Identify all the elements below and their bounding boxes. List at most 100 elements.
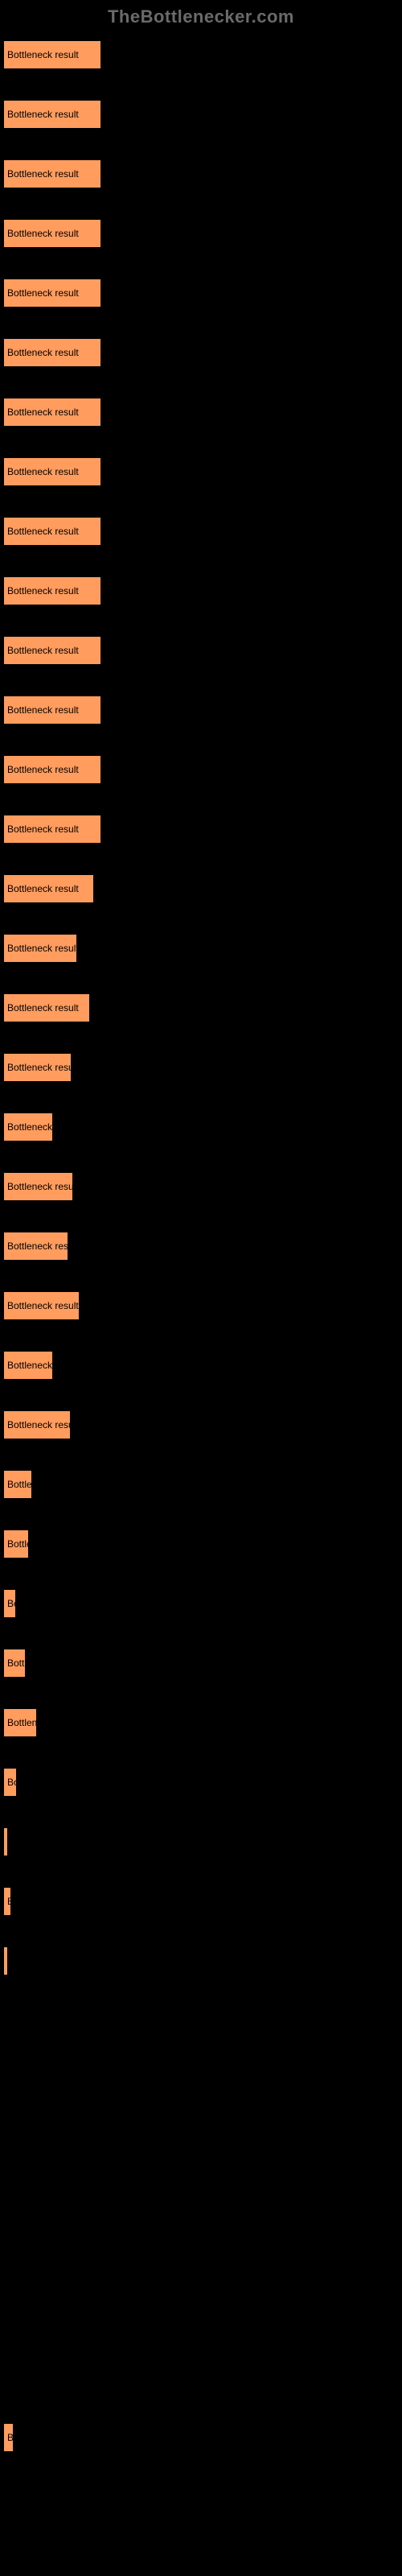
bar (3, 2304, 4, 2333)
bar-row: Bottleneck result (3, 219, 402, 248)
bar: Bottleneck result (3, 1351, 53, 1380)
bar: Bottleneck result (3, 1589, 16, 1618)
bar: Bottleneck result (3, 815, 101, 844)
bar: Bottleneck result (3, 219, 101, 248)
bar-row: Bottleneck result (3, 696, 402, 724)
bar (3, 2066, 4, 2095)
bar-row (3, 2006, 402, 2035)
bar-label: Bottleneck result (7, 585, 79, 597)
bar-row: Bottleneck result (3, 874, 402, 903)
bar-row: Bottleneck result (3, 934, 402, 963)
bar-row: Bottleneck result (3, 1887, 402, 1916)
bar-row: Bottleneck result (3, 1530, 402, 1558)
bar-row: Bottleneck result (3, 40, 402, 69)
bar: Bottleneck result (3, 1113, 53, 1141)
bar: Bottleneck result (3, 934, 77, 963)
bar-label: Bottleneck result (7, 1896, 11, 1907)
bar-label: Bottleneck result (7, 168, 79, 180)
bar: Bottleneck result (3, 636, 101, 665)
bar-label: Bottleneck result (7, 1657, 26, 1669)
bar-row: Bottleneck result (3, 1291, 402, 1320)
bar-row: Bottleneck result (3, 755, 402, 784)
bar (3, 2125, 4, 2154)
bar (3, 2185, 4, 2214)
bar (3, 2006, 4, 2035)
bar-label: Bottleneck result (7, 1836, 8, 1847)
bar-label: Bottleneck result (7, 347, 79, 358)
bar: Bottleneck result (3, 1053, 72, 1082)
bar (3, 2244, 4, 2273)
bar-row: Bottleneck result (3, 1649, 402, 1678)
bar: Bottleneck result (3, 1649, 26, 1678)
bar: Bottleneck result (3, 279, 101, 308)
bar: Bottleneck result (3, 576, 101, 605)
bar-label: Bottleneck result (7, 883, 79, 894)
bar-label: Bottleneck result (7, 1300, 79, 1311)
bar-row: Bottleneck result (3, 1053, 402, 1082)
bar: Bottleneck result (3, 1827, 8, 1856)
bar: Bottleneck result (3, 398, 101, 427)
bar-label: Bottleneck result (7, 1121, 53, 1133)
bar: Bottleneck result (3, 517, 101, 546)
bar-row (3, 2185, 402, 2214)
bar-row: Bottleneck result (3, 159, 402, 188)
bar-label: Bottleneck result (7, 49, 79, 60)
bar: Bottleneck result (3, 159, 101, 188)
bar-label: Bottleneck result (7, 943, 77, 954)
bar-row (3, 2304, 402, 2333)
bar: Bottleneck result (3, 338, 101, 367)
bar-label: Bottleneck result (7, 1598, 16, 1609)
bar-row: Bottleneck result (3, 636, 402, 665)
bar-label: Bottleneck result (7, 1062, 72, 1073)
bar: Bottleneck result (3, 40, 101, 69)
bar-label: Bottleneck result (7, 1419, 71, 1430)
bar-row: Bottleneck result (3, 993, 402, 1022)
bar: Bottleneck result (3, 1410, 71, 1439)
bar: Bottleneck result (3, 457, 101, 486)
bar-label: Bottleneck result (7, 1777, 17, 1788)
bar-label: Bottleneck result (7, 1241, 68, 1252)
bar-label: Bottleneck result (7, 526, 79, 537)
bar-row: Bottleneck result (3, 815, 402, 844)
bar: Bottleneck result (3, 1291, 80, 1320)
bar-label: Bottleneck result (7, 407, 79, 418)
site-logo: TheBottlenecker.com (0, 6, 402, 27)
bar-row: Bottleneck result (3, 1470, 402, 1499)
bar-row: Bottleneck result (3, 100, 402, 129)
bar-label: Bottleneck result (7, 1002, 79, 1013)
bar-label: Bottleneck result (7, 2432, 14, 2443)
bar-row: Bottleneck result (3, 1351, 402, 1380)
bar-label: Bottleneck result (7, 466, 79, 477)
bar-row: Bottleneck result (3, 517, 402, 546)
bar-row (3, 2363, 402, 2392)
bar-row: Bottleneck result (3, 1172, 402, 1201)
bar-label: Bottleneck result (7, 1181, 73, 1192)
bar-label: Bottleneck result (7, 645, 79, 656)
bar-row: Bottleneck result (3, 338, 402, 367)
bar-row: Bottleneck result (3, 1768, 402, 1797)
bar-row: Bottleneck result (3, 1827, 402, 1856)
bar-row: Bottleneck result (3, 398, 402, 427)
bar: Bottleneck result (3, 696, 101, 724)
bar-label: Bottleneck result (7, 1479, 32, 1490)
bar-label: Bottleneck result (7, 1538, 29, 1550)
bar-label: Bottleneck result (7, 824, 79, 835)
bar: Bottleneck result (3, 1768, 17, 1797)
bar: Bottleneck result (3, 100, 101, 129)
bar-label: Bottleneck result (7, 1717, 37, 1728)
bar-row: Bottleneck result (3, 1708, 402, 1737)
bar-label: Bottleneck result (7, 228, 79, 239)
bottleneck-bar-chart: Bottleneck result Bottleneck result Bottle… (0, 40, 402, 2452)
bar: Bottleneck result (3, 1172, 73, 1201)
bar-row: Bottleneck result (3, 279, 402, 308)
bar-label: Bottleneck result (7, 109, 79, 120)
bar-row: Bottleneck result (3, 2423, 402, 2452)
bar-row: Bottleneck result (3, 1410, 402, 1439)
bar-row (3, 2066, 402, 2095)
bar-row: Bottleneck result (3, 1113, 402, 1141)
bar: Bottleneck result (3, 1470, 32, 1499)
bar: Bottleneck result (3, 755, 101, 784)
bar-label: Bottleneck result (7, 1955, 8, 1967)
bar-label: Bottleneck result (7, 287, 79, 299)
bar: Bottleneck result (3, 2423, 14, 2452)
